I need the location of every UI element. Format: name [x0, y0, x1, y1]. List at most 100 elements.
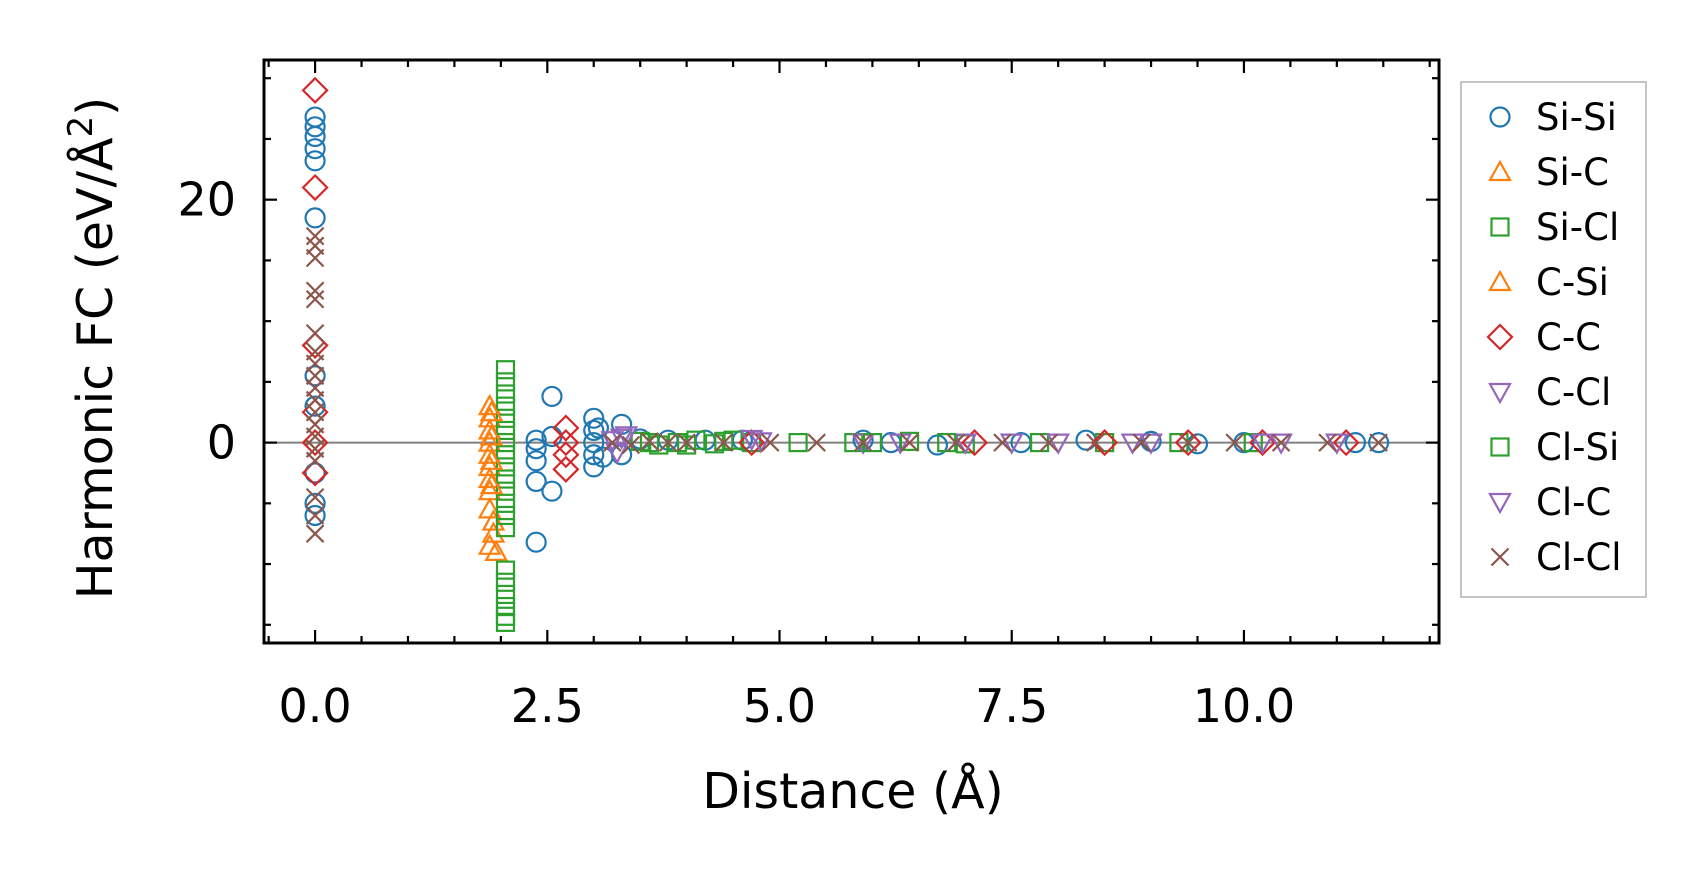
plot-frame: [262, 58, 1441, 645]
point-cl-cl: [1132, 433, 1152, 452]
series-cl-c: [609, 428, 1293, 455]
point-cl-cl: [305, 487, 325, 507]
point-si-si: [304, 504, 326, 527]
legend-label-c-cl: C-Cl: [1536, 371, 1611, 414]
point-cl-si: [639, 432, 660, 453]
point-c-c: [1174, 429, 1202, 457]
point-cl-c: [888, 433, 913, 455]
legend-marker-cl-c: [1488, 492, 1512, 515]
point-cl-cl: [658, 433, 678, 452]
point-c-cl: [1324, 433, 1349, 455]
point-si-cl: [495, 560, 516, 580]
legend-label-si-c: Si-C: [1536, 151, 1609, 194]
point-si-cl: [495, 445, 516, 465]
point-cl-cl: [900, 433, 919, 452]
point-cl-cl: [1086, 433, 1105, 452]
point-si-cl: [788, 432, 808, 453]
point-cl-cl: [1039, 433, 1059, 452]
point-c-cl: [953, 433, 978, 455]
point-c-c: [301, 76, 329, 104]
point-si-c: [477, 442, 502, 464]
legend-label-cl-c: Cl-C: [1536, 481, 1611, 524]
point-si-cl: [495, 457, 516, 477]
point-si-si: [583, 444, 605, 466]
point-si-si: [304, 116, 326, 138]
point-si-cl: [495, 612, 516, 632]
ticks: 0.0 2.5 5.0 7.5 10.0 0 20: [177, 60, 1439, 733]
point-si-si: [525, 470, 547, 493]
point-c-c: [738, 429, 766, 457]
point-si-si: [304, 138, 326, 160]
point-c-c: [552, 441, 580, 469]
series-cl-si: [639, 431, 957, 455]
x-tick-label: 7.5: [975, 679, 1048, 733]
legend-label-c-c: C-C: [1536, 316, 1601, 359]
legend-marker-cl-si: [1490, 437, 1510, 457]
point-cl-cl: [305, 281, 325, 301]
point-cl-cl: [305, 248, 325, 268]
point-c-si: [479, 424, 504, 446]
legend-marker-c-si: [1488, 269, 1512, 292]
point-si-cl: [899, 431, 920, 451]
point-cl-cl: [305, 324, 325, 343]
point-cl-cl: [1178, 433, 1198, 452]
point-cl-c: [749, 432, 773, 454]
point-cl-cl: [1225, 433, 1244, 452]
point-cl-cl: [677, 433, 696, 452]
point-c-cl: [1139, 433, 1163, 455]
point-si-c: [484, 539, 509, 562]
point-si-cl: [495, 384, 516, 404]
legend-marker-si-cl: [1490, 217, 1510, 237]
point-si-si: [304, 462, 326, 484]
point-si-c: [477, 418, 502, 440]
point-si-si: [304, 207, 326, 229]
point-si-si: [1368, 431, 1390, 454]
point-si-cl: [495, 584, 516, 605]
series-c-si: [479, 399, 504, 495]
point-si-c: [477, 393, 502, 416]
point-c-si: [479, 399, 504, 422]
point-si-cl: [495, 360, 516, 380]
point-c-cl: [605, 443, 629, 465]
point-si-c: [477, 454, 502, 476]
point-c-si: [479, 472, 504, 495]
point-c-cl: [1046, 433, 1071, 455]
axes: [262, 58, 1441, 645]
point-cl-si: [677, 435, 697, 455]
point-si-c: [481, 509, 506, 531]
legend-label-cl-si: Cl-Si: [1536, 426, 1619, 469]
point-cl-cl: [305, 226, 325, 246]
point-cl-cl: [853, 433, 873, 452]
point-c-cl: [614, 426, 639, 448]
point-c-c: [552, 429, 580, 457]
legend-label-c-si: C-Si: [1536, 261, 1609, 304]
point-cl-cl: [1369, 433, 1388, 452]
data-points: [301, 76, 1390, 632]
point-cl-cl: [621, 435, 641, 455]
legend: Si-Si Si-C Si-Cl C-Si C-C C-Cl Cl-Si Cl-C Cl-Cl: [1460, 81, 1647, 598]
point-si-cl: [495, 572, 516, 592]
y-axis-label-superscript: 2: [61, 116, 101, 138]
point-si-cl: [495, 518, 516, 538]
point-si-c: [481, 521, 506, 543]
x-tick-label: 10.0: [1193, 679, 1295, 733]
point-si-si: [304, 492, 326, 514]
point-cl-cl: [603, 433, 622, 452]
series-si-c: [477, 393, 509, 562]
point-si-si: [1344, 431, 1367, 454]
point-si-cl: [495, 606, 516, 626]
point-si-cl: [495, 420, 516, 441]
point-si-si: [304, 150, 326, 172]
y-tick-label: 0: [207, 416, 236, 470]
legend-label-cl-cl: Cl-Cl: [1536, 536, 1622, 579]
legend-marker-c-cl: [1488, 382, 1512, 405]
y-tick-label: 20: [177, 173, 236, 227]
point-cl-cl: [305, 524, 325, 543]
point-cl-cl: [1318, 433, 1337, 452]
point-cl-cl: [714, 433, 734, 452]
point-cl-cl: [640, 432, 659, 451]
legend-label-si-si: Si-Si: [1536, 96, 1617, 139]
point-si-si: [304, 395, 326, 417]
point-si-si: [541, 385, 563, 408]
